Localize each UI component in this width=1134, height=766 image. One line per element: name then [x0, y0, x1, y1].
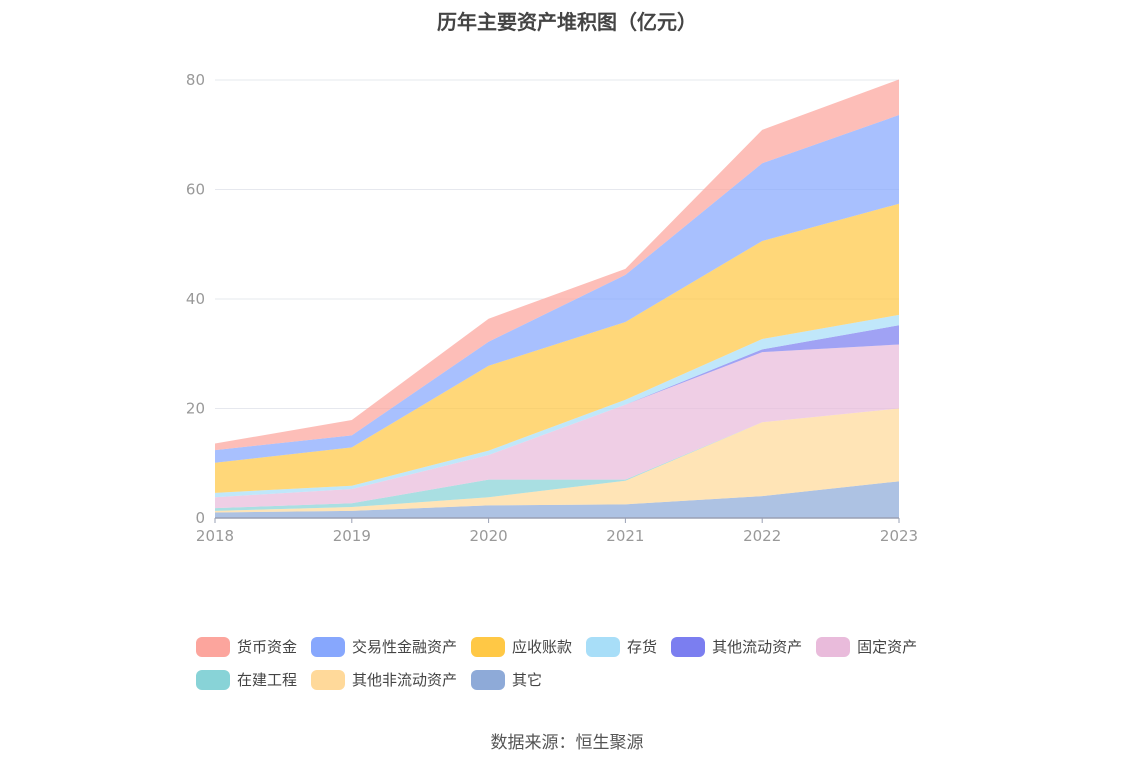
legend-label: 在建工程: [237, 671, 298, 689]
legend: 货币资金 交易性金融资产 应收账款 存货 其他流动资产 固定资产在建工程 其他非流动资产 其它: [196, 630, 956, 696]
legend-row: 在建工程 其他非流动资产 其它: [196, 663, 956, 696]
area-series[interactable]: [215, 115, 899, 463]
legend-item[interactable]: 在建工程: [196, 669, 297, 690]
legend-swatch: [311, 636, 346, 657]
legend-label: 交易性金融资产: [352, 638, 458, 656]
legend-label: 货币资金: [237, 638, 298, 656]
data-source: 数据来源：恒生聚源: [490, 733, 644, 753]
chart-title: 历年主要资产堆积图（亿元）: [437, 10, 697, 34]
legend-item[interactable]: 应收账款: [471, 636, 572, 657]
area-series[interactable]: [215, 408, 899, 513]
area-layer: [215, 79, 899, 518]
legend-row: 货币资金 交易性金融资产 应收账款 存货 其他流动资产 固定资产: [196, 630, 956, 663]
legend-swatch: [586, 636, 621, 657]
area-series[interactable]: [215, 481, 899, 518]
x-tick-label: 2019: [333, 527, 371, 545]
legend-label: 存货: [627, 638, 658, 656]
x-tick-label: 2018: [196, 527, 234, 545]
legend-swatch: [311, 669, 346, 690]
x-tick-label: 2020: [470, 527, 508, 545]
y-tick-label: 80: [186, 71, 205, 89]
legend-item[interactable]: 其它: [471, 669, 542, 690]
y-tick-label: 60: [186, 181, 205, 199]
legend-swatch: [471, 669, 506, 690]
area-series[interactable]: [215, 79, 899, 451]
legend-label: 其他流动资产: [712, 638, 803, 656]
x-tick-label: 2021: [606, 527, 644, 545]
legend-item[interactable]: 货币资金: [196, 636, 297, 657]
y-tick-label: 40: [186, 290, 205, 308]
legend-label: 固定资产: [857, 638, 918, 656]
y-tick-label: 0: [195, 509, 205, 527]
area-series[interactable]: [215, 325, 899, 498]
legend-item[interactable]: 交易性金融资产: [311, 636, 457, 657]
x-tick-label: 2022: [743, 527, 781, 545]
legend-label: 其它: [512, 671, 543, 689]
legend-swatch: [671, 636, 706, 657]
legend-swatch: [816, 636, 851, 657]
legend-swatch: [196, 636, 230, 657]
legend-label: 其他非流动资产: [352, 671, 458, 689]
area-series[interactable]: [215, 203, 899, 493]
legend-item[interactable]: 其他非流动资产: [311, 669, 457, 690]
legend-label: 应收账款: [512, 638, 573, 656]
axis-layer: 0 20 40 60 80 2018 2019 2020 2021 2022 2023: [186, 71, 918, 545]
legend-item[interactable]: 其他流动资产: [671, 636, 802, 657]
legend-item[interactable]: 存货: [586, 636, 657, 657]
x-tick-label: 2023: [880, 527, 918, 545]
legend-swatch: [471, 636, 506, 657]
area-series[interactable]: [215, 314, 899, 498]
y-tick-label: 20: [186, 400, 205, 418]
legend-item[interactable]: 固定资产: [816, 636, 917, 657]
area-series[interactable]: [215, 344, 899, 509]
legend-swatch: [196, 669, 230, 690]
